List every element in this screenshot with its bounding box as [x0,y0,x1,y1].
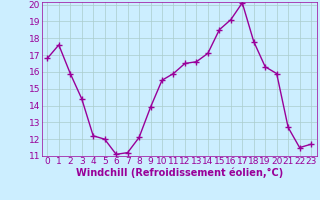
X-axis label: Windchill (Refroidissement éolien,°C): Windchill (Refroidissement éolien,°C) [76,168,283,178]
